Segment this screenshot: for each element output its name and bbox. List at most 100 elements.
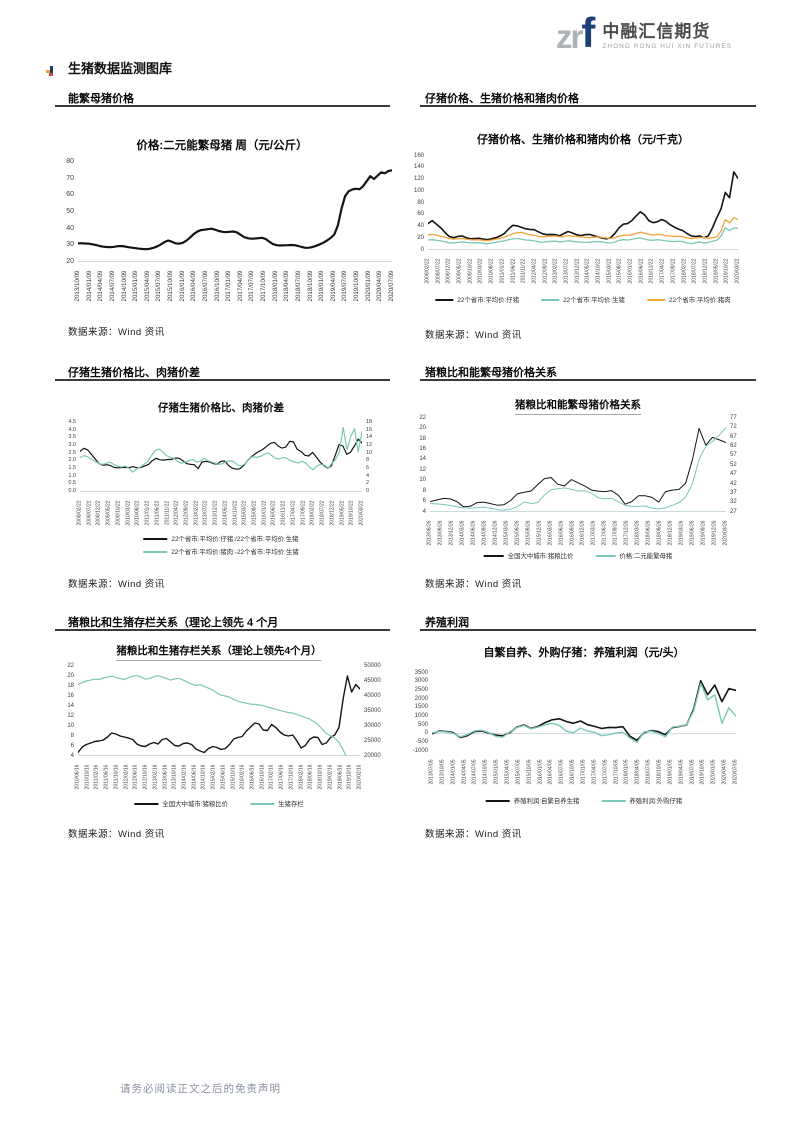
y-tick-label: 2 [366,480,370,487]
legend-line-swatch [143,537,168,540]
series-line-black [78,675,360,754]
x-tick-label: 2019/09/26 [700,519,707,546]
x-tick-label: 2019/10/09 [353,270,361,302]
y-tick-label: 2500 [414,687,428,694]
x-tick-label: 2014/05/22 [222,499,229,526]
footer-disclaimer: 请务必阅读正文之后的免责声明 [120,1083,281,1095]
legend-label: 养殖利润:自繁自养生猪 [513,798,580,805]
x-tick-label: 2012/09/22 [183,499,190,526]
x-tick-label: 2019/06/16 [337,763,344,790]
y-tick-label: 2000 [414,695,428,702]
chart-title-price-ratio: 仔猪生猪价格比、肉猪价差 [158,402,284,414]
x-tick-label: 2013/06/16 [162,763,169,790]
logo-f-text: f [581,9,596,56]
x-tick-label: 2020/04/09 [376,270,384,302]
legend-item: 22个省市:平均价:仔猪:/22个省市:平均价:生猪 [143,534,299,543]
x-tick-label: 2018/02/22 [681,257,688,284]
x-tick-label: 2014/10/16 [200,763,207,790]
x-tick-label: 2019/10/16 [346,763,353,790]
x-tick-label: 2017/06/16 [278,763,285,790]
x-tick-label: 2010/10/16 [84,763,91,790]
x-tick-label: 2020/07/09 [387,270,395,302]
y-tick-label: 6 [366,464,370,471]
x-tick-label: 2018/07/22 [319,499,326,526]
x-tick-label: 2019/04/05 [678,758,685,785]
x-tick-label: 2015/01/05 [493,758,500,785]
x-tick-label: 2019/05/22 [339,499,346,526]
legend-item: 22个省市:平均价:生猪 [541,295,625,304]
x-tick-label: 2009/05/22 [105,499,112,526]
x-tick-label: 2017/03/26 [590,519,597,546]
x-tick-label: 2015/10/09 [166,270,174,302]
y-tick-label: 10 [419,477,426,484]
x-tick-label: 2018/07/09 [294,270,302,302]
x-tick-label: 2015/08/22 [251,499,258,526]
y-tick-label: 0 [424,730,428,737]
legend-item: 全国大中城市:猪粮比价 [483,551,573,560]
y-tick-label: 32 [730,499,737,506]
legend-line-swatch [483,554,504,557]
x-tick-label: 2017/04/22 [659,257,666,284]
y-tick-label: 50 [66,208,74,216]
x-tick-label: 2012/10/16 [142,763,149,790]
x-tick-label: 2015/04/09 [143,270,151,302]
y-tick-label: 4.5 [68,418,76,425]
y-tick-label: 10 [366,449,373,456]
legend-item: 22个省市:平均价:猪肉:-22个省市:平均价:生猪 [143,547,299,556]
chart-legend: 22个省市:平均价:仔猪 22个省市:平均价:生猪 22个省市:平均价:猪肉 [435,295,731,308]
y-tick-label: 30 [66,241,74,249]
x-tick-label: 2014/04/09 [97,270,105,302]
x-tick-label: 2020/01/09 [364,270,372,302]
x-tick-label: 2017/01/05 [580,758,587,785]
y-tick-label: 25000 [364,737,381,744]
legend-label: 22个省市:平均价:猪肉 [668,297,731,304]
y-tick-label: 4 [422,508,426,515]
x-tick-label: 2009/10/22 [115,499,122,526]
y-tick-label: 4 [366,472,370,479]
x-tick-label: 2016/09/26 [569,519,576,546]
x-tick-label: 2020/03/26 [722,519,729,546]
y-tick-label: 0.0 [68,487,76,494]
x-tick-label: 2016/11/22 [280,500,287,525]
x-tick-label: 2014/01/09 [85,270,93,302]
logo-company-name-en: ZHONG RONG HUI XIN FUTURES [602,43,733,51]
x-tick-label: 2017/07/09 [248,270,256,302]
x-tick-label: 2012/02/16 [123,763,130,790]
x-tick-label: 2015/10/05 [526,758,533,785]
series-line-teal [80,427,362,473]
x-tick-label: 2013/02/22 [193,499,200,526]
y-tick-label: 3500 [414,669,428,676]
x-tick-label: 2016/01/09 [178,270,186,302]
y-tick-label: 8 [70,732,74,739]
x-tick-label: 2011/11/22 [520,258,527,283]
x-tick-label: 2020/07/05 [732,758,739,785]
y-tick-label: 16 [67,692,74,699]
y-tick-label: 120 [413,176,424,183]
x-tick-label: 2017/09/22 [300,499,307,526]
x-tick-label: 2018/02/16 [298,763,305,790]
x-tick-label: 2014/12/26 [492,519,499,546]
data-source-label: 数据来源：Wind 资讯 [425,829,522,840]
x-tick-label: 2008/12/22 [95,499,102,526]
x-tick-label: 2018/09/26 [656,519,663,546]
x-tick-label: 2013/02/16 [152,763,159,790]
x-tick-label: 2018/04/05 [634,758,641,785]
series-line-black [430,427,726,508]
x-tick-label: 2013/12/22 [212,499,219,526]
x-tick-label: 2011/02/16 [93,764,100,789]
x-tick-label: 2016/06/22 [638,257,645,284]
x-tick-label: 2008/07/22 [86,499,93,526]
x-tick-label: 2015/10/16 [230,763,237,790]
x-tick-label: 2013/10/09 [73,270,81,302]
legend-item: 养殖利润:外购仔猪 [601,796,682,805]
y-tick-label: 0 [366,487,370,494]
y-tick-label: 60 [66,191,74,199]
x-tick-label: 2014/10/09 [120,270,128,302]
chart-legend: 全国大中城市:猪粮比价 价格:二元能繁母猪 [483,551,672,564]
x-tick-label: 2012/04/22 [173,499,180,526]
y-tick-label: -1000 [412,747,428,754]
legend-item: 养殖利润:自繁自养生猪 [485,796,580,805]
y-tick-label: 3000 [414,678,428,685]
x-tick-label: 2014/04/05 [461,758,468,785]
chart-legend: 全国大中城市:猪粮比价 生猪存栏 [134,799,304,812]
